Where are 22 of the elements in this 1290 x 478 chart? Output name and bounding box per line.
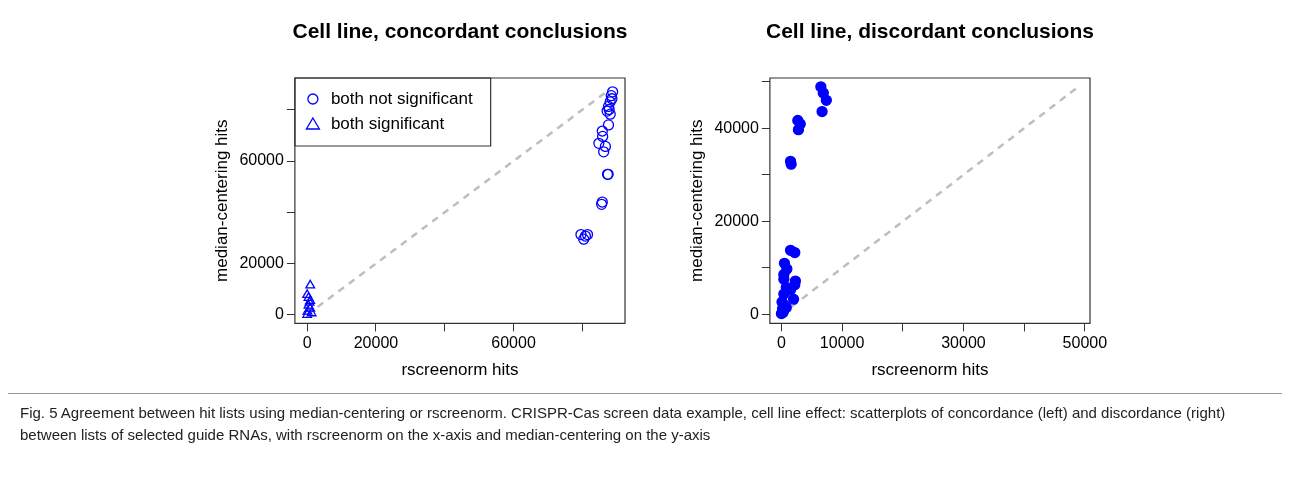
x-tick-label: 50000 [1062,334,1108,352]
y-tick-label: 60000 [239,151,284,169]
x-axis-title: rscreenorm hits [871,360,989,380]
chart-title: Cell line, discordant conclusions [765,18,1094,42]
y-tick-label: 40000 [714,118,759,136]
caption: Fig. 5 Agreement between hit lists using median-centering or rscreenorm. CRISPR-Cas screen data example, cell line effect: scatterplots of concordance (left) and discordance (right) between lists of selected guide RNAs, with rscreenorm on the x-axis and median-centering on the y-axis [20,403,1227,445]
y-tick-label: 0 [274,305,284,323]
y-tick-label: 20000 [239,253,284,271]
y-axis-title: median-centering hits [686,119,706,282]
x-axis-title: rscreenorm hits [401,360,519,380]
chart-title: Cell line, concordant conclusions [292,18,628,42]
y-tick-label: 0 [749,304,759,322]
y-tick-label: 20000 [714,211,759,229]
x-tick-label: 10000 [819,334,865,352]
x-tick-label: 0 [302,334,312,352]
y-axis-title: median-centering hits [211,119,231,282]
x-tick-label: 30000 [941,334,986,352]
x-tick-label: 0 [776,334,786,352]
legend-label: both significant [330,113,445,133]
x-tick-label: 20000 [353,334,399,352]
x-tick-label: 60000 [491,334,536,352]
legend-label: both not significant [330,88,473,108]
